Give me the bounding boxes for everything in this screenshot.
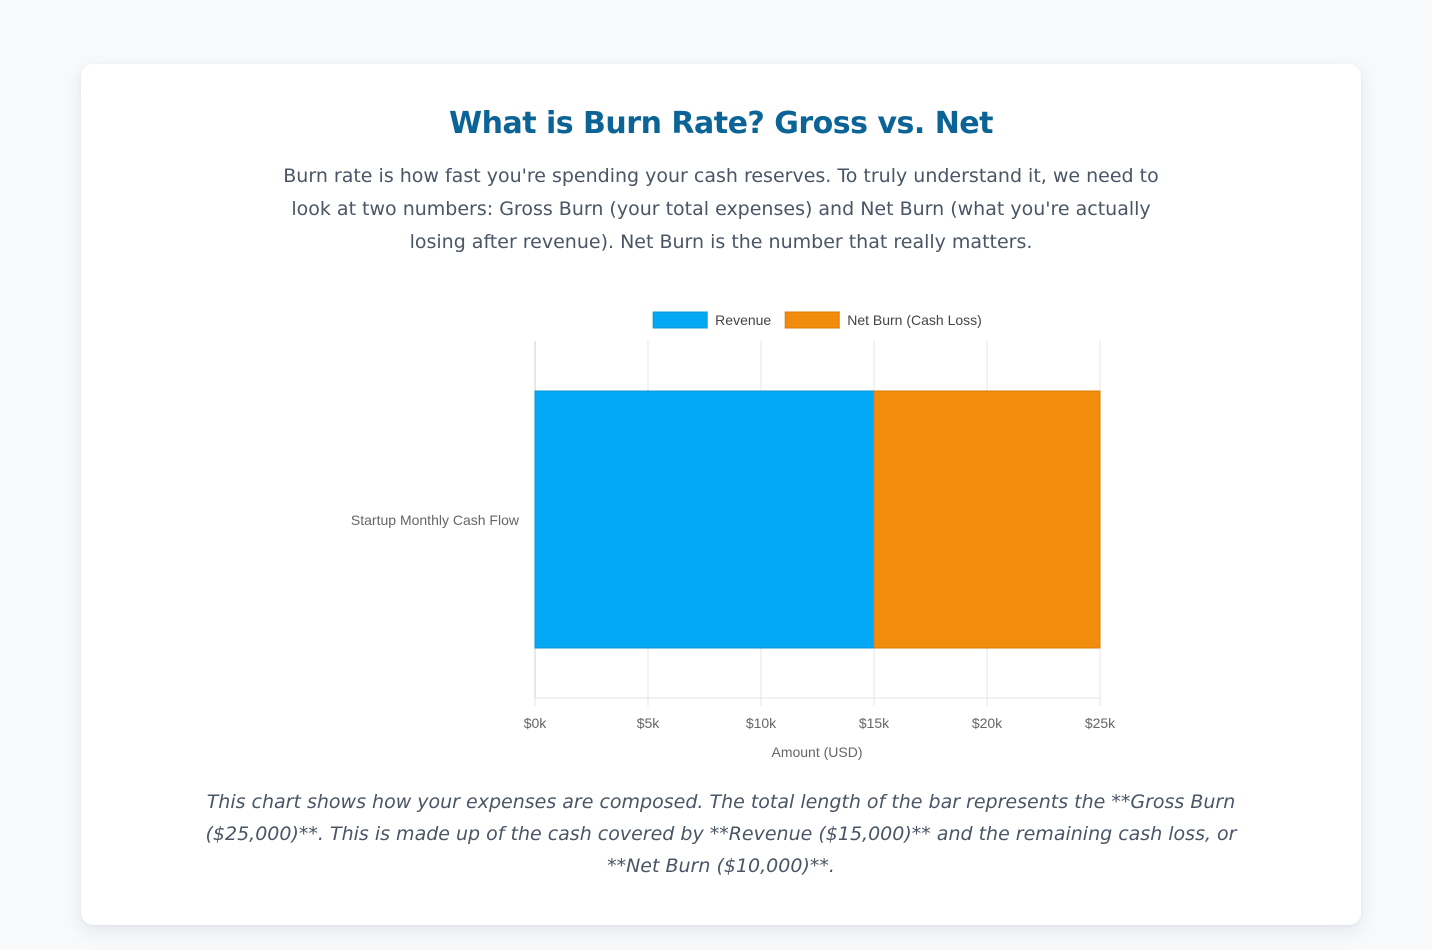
legend-swatch: [652, 311, 708, 329]
legend-label: Net Burn (Cash Loss): [847, 312, 982, 328]
x-tick-label: $20k: [972, 715, 1003, 731]
legend-label: Revenue: [715, 312, 771, 328]
chart-bars: [534, 390, 1101, 649]
chart-axes: $0k $5k $10k $15k $20k $25k: [524, 715, 1116, 731]
x-tick-label: $5k: [637, 715, 661, 731]
category-label: Startup Monthly Cash Flow: [351, 512, 520, 528]
legend-swatch: [784, 311, 840, 329]
x-axis-title: Amount (USD): [771, 744, 862, 760]
x-tick-label: $10k: [746, 715, 777, 731]
content-card: What is Burn Rate? Gross vs. Net Burn ra…: [81, 64, 1361, 925]
x-tick-label: $0k: [524, 715, 548, 731]
chart-explanation: This chart shows how your expenses are c…: [205, 791, 1237, 877]
intro-paragraph: Burn rate is how fast you're spending yo…: [283, 165, 1159, 253]
bar-segment: [534, 390, 875, 649]
x-tick-label: $25k: [1085, 715, 1116, 731]
chart-legend: Revenue Net Burn (Cash Loss): [652, 311, 982, 329]
burn-rate-chart: $0k $5k $10k $15k $20k $25k Revenue Net Burn (…: [351, 311, 1116, 760]
x-tick-label: $15k: [859, 715, 890, 731]
page-title: What is Burn Rate? Gross vs. Net: [449, 106, 994, 141]
bar-segment: [873, 390, 1101, 649]
